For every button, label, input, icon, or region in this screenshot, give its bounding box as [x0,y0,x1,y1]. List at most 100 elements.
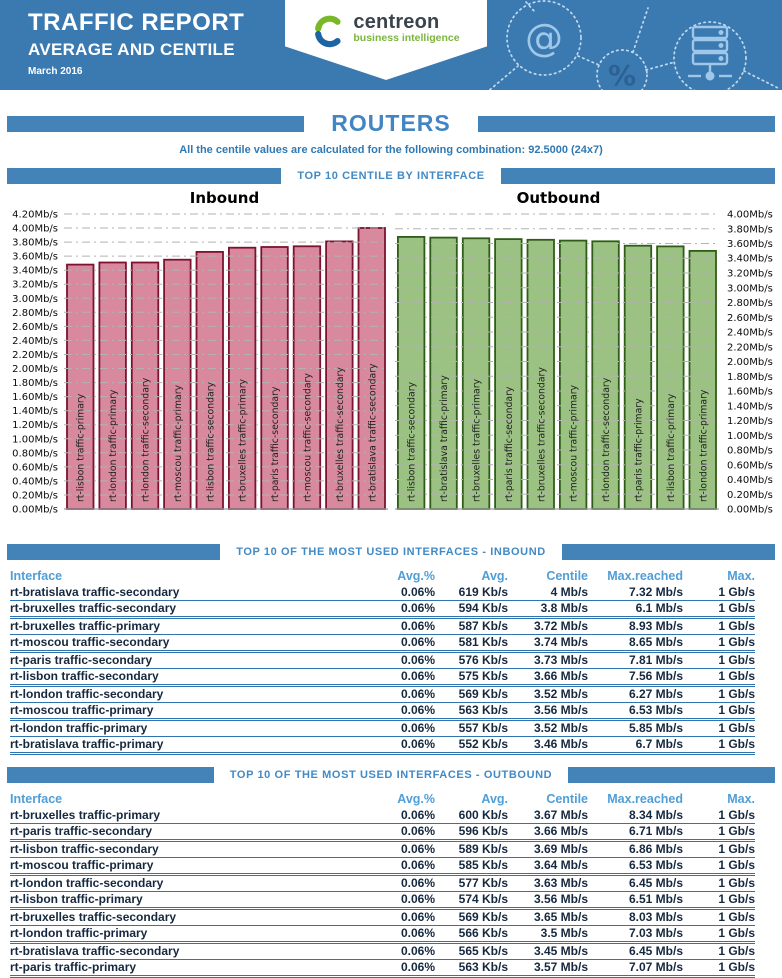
cell-value: 1 Gb/s [718,635,755,649]
centreon-logo-icon [315,15,341,48]
at-icon-circle [506,0,582,76]
cell-value: 3.5 Mb/s [540,926,588,940]
brand-tagline: business intelligence [353,32,460,44]
cell-value: 1 Gb/s [718,737,755,751]
y-tick-label: 1.40Mb/s [727,401,773,412]
band-bar-right [561,544,775,560]
table-row: rt-london traffic-secondary 0.06% 577 Kb/s… [10,876,755,892]
column-header-max-reached: Max.reached [607,569,683,583]
cell-value: 0.06% [400,876,435,890]
y-tick-label: 0.00Mb/s [727,505,773,516]
cell-value: 0.06% [400,960,435,974]
bar-label: rt-bruxelles traffic-secondary [536,367,547,502]
at-icon: @ [525,16,563,60]
cell-value: 575 Kb/s [458,669,508,683]
cell-value: 1 Gb/s [718,808,755,822]
cell-interface: rt-bratislava traffic-secondary [10,944,180,958]
y-tick-label: 0.80Mb/s [12,448,58,459]
y-tick-label: 2.20Mb/s [12,350,58,361]
y-tick-label: 0.20Mb/s [12,491,58,502]
cell-value: 0.06% [400,858,435,872]
table-header-row: Interface Avg.% Avg. Centile Max.reached Max. [10,567,755,585]
cell-value: 5.85 Mb/s [628,721,683,735]
cell-value: 3.63 Mb/s [533,876,588,890]
cell-value: 3.56 Mb/s [533,892,588,906]
cell-interface: rt-lisbon traffic-secondary [10,842,159,856]
y-tick-label: 0.00Mb/s [12,505,58,516]
inbound-table-section: TOP 10 OF THE MOST USED INTERFACES - INB… [0,544,782,755]
outbound-table-section: TOP 10 OF THE MOST USED INTERFACES - OUT… [0,767,782,978]
y-tick-label: 1.00Mb/s [727,431,773,442]
column-header-avg: Avg. [481,792,508,806]
cell-value: 6.51 Mb/s [628,892,683,906]
brand-text: centreon business intelligence [353,12,460,44]
cell-value: 3.66 Mb/s [533,669,588,683]
y-tick-label: 3.40Mb/s [12,266,58,277]
column-header-interface: Interface [10,569,63,583]
bar-label: rt-moscou traffic-primary [569,384,580,502]
cell-interface: rt-london traffic-primary [10,721,148,735]
cell-value: 3.52 Mb/s [533,721,588,735]
outbound-table-header-band: TOP 10 OF THE MOST USED INTERFACES - OUT… [7,767,775,783]
column-header-avg: Avg.% [397,792,435,806]
y-tick-label: 3.60Mb/s [727,239,773,250]
cell-value: 7.32 Mb/s [628,585,683,599]
header-decoration: @ % [488,0,781,90]
cell-interface: rt-london traffic-secondary [10,876,164,890]
outbound-chart: Outbound 0.00Mb/s 0.20Mb/s 0.40Mb/s 0.60Mb/… [391,186,782,520]
bar [623,244,653,510]
cell-value: 6.45 Mb/s [628,944,683,958]
cell-value: 6.53 Mb/s [628,703,683,717]
cell-value: 0.06% [400,892,435,906]
cell-value: 574 Kb/s [458,892,508,906]
cell-value: 589 Kb/s [458,842,508,856]
inbound-bar-chart: 0.00Mb/s 0.20Mb/s 0.40Mb/s 0.60Mb/s 0.80Mb/s… [12,210,388,516]
cell-interface: rt-london traffic-primary [10,926,148,940]
cell-value: 566 Kb/s [458,926,508,940]
charts-row: Inbound 0.00Mb/s 0.20Mb/s 0.40Mb/s 0.60Mb/s… [0,186,782,520]
y-tick-label: 0.80Mb/s [727,446,773,457]
table-row: rt-bruxelles traffic-primary 0.06% 600 Kb/… [10,808,755,824]
cell-value: 3.46 Mb/s [533,737,588,751]
y-tick-label: 3.00Mb/s [727,283,773,294]
y-tick-label: 3.60Mb/s [12,252,58,263]
cell-value: 7.81 Mb/s [628,653,683,667]
y-tick-label: 3.00Mb/s [12,294,58,305]
bar [494,238,523,510]
server-icon-circle [673,21,747,90]
table-row: rt-bruxelles traffic-secondary 0.06% 569 K… [10,910,755,926]
cell-value: 619 Kb/s [458,585,508,599]
cell-value: 0.06% [400,926,435,940]
cell-interface: rt-lisbon traffic-secondary [10,669,159,683]
y-tick-label: 2.60Mb/s [727,313,773,324]
cell-value: 0.06% [400,635,435,649]
cell-value: 7.03 Mb/s [628,926,683,940]
cell-value: 3.56 Mb/s [533,703,588,717]
cell-value: 8.03 Mb/s [628,910,683,924]
cell-value: 0.06% [400,653,435,667]
y-tick-label: 4.00Mb/s [12,224,58,235]
cell-value: 8.93 Mb/s [628,619,683,633]
routers-section-header: ROUTERS [7,110,776,137]
column-header-max-reached: Max.reached [607,792,683,806]
cell-interface: rt-paris traffic-secondary [10,824,153,838]
cell-value: 1 Gb/s [718,619,755,633]
table-row: rt-lisbon traffic-secondary 0.06% 589 Kb/s… [10,842,755,858]
cell-interface: rt-london traffic-secondary [10,687,164,701]
bar-label: rt-bruxelles traffic-primary [238,378,249,502]
cell-value: 552 Kb/s [458,737,508,751]
table-row: rt-moscou traffic-secondary 0.06% 581 Kb/s… [10,635,755,653]
y-tick-label: 3.80Mb/s [727,224,773,235]
centile-note: All the centile values are calculated fo… [179,144,603,156]
table-row: rt-london traffic-primary 0.06% 566 Kb/s 3.… [10,926,755,944]
bar-label: rt-moscou traffic-secondary [303,373,314,502]
y-tick-label: 0.40Mb/s [12,476,58,487]
cell-value: 563 Kb/s [458,703,508,717]
bar [558,239,588,510]
table-title-outbound: TOP 10 OF THE MOST USED INTERFACES - OUT… [229,769,553,781]
percent-icon-circle [596,49,648,90]
cell-value: 1 Gb/s [718,960,755,974]
cell-value: 1 Gb/s [718,687,755,701]
band-bar-right [477,115,776,132]
